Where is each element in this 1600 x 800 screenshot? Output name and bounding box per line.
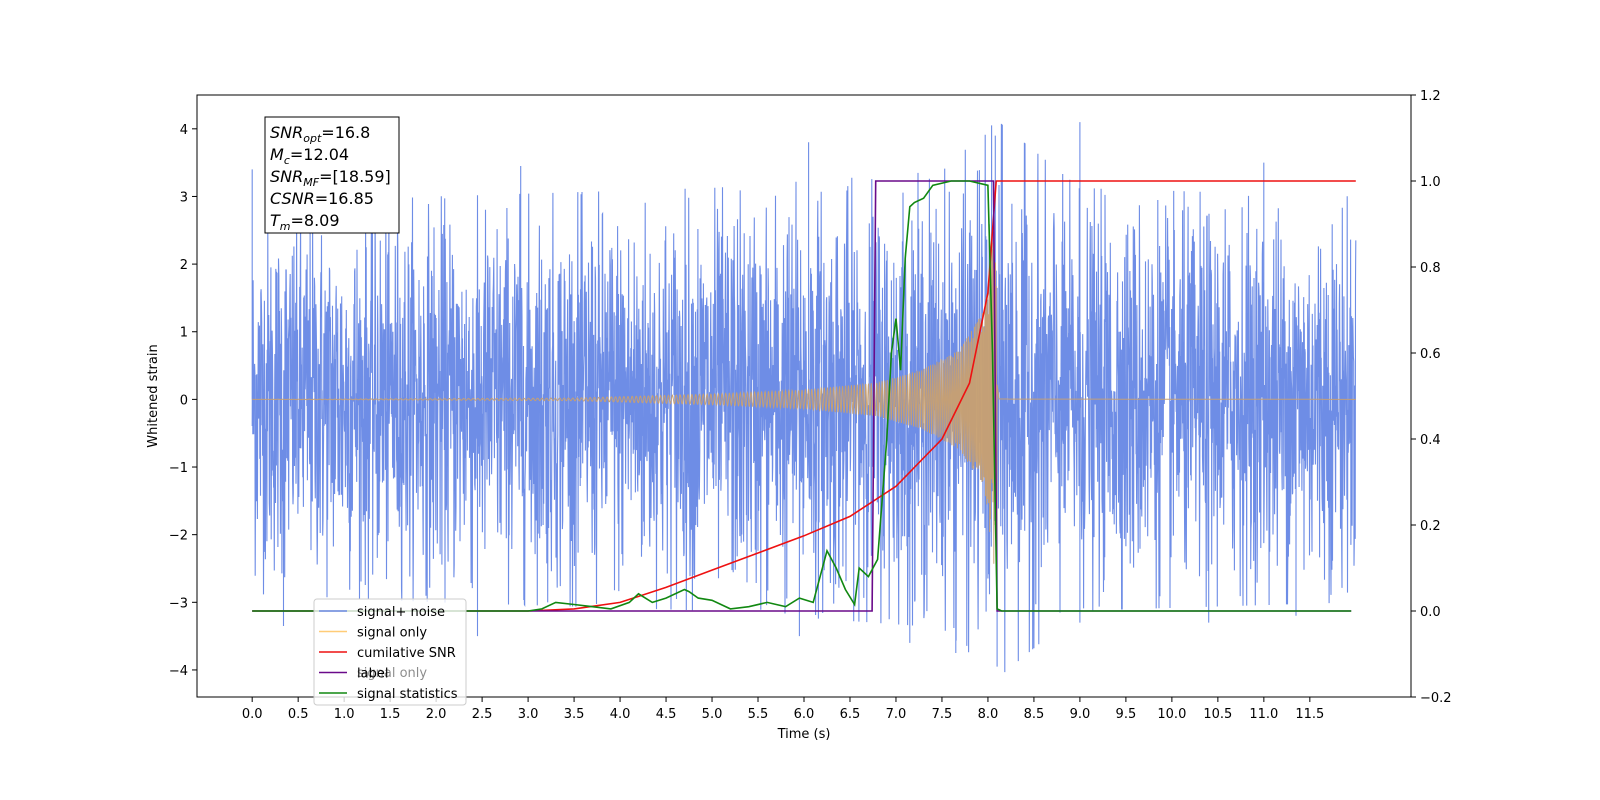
x-tick-label: 2.5 — [472, 707, 493, 722]
y-tick-label: 1 — [180, 326, 188, 341]
annotation-line: CSNR=16.85 — [270, 189, 374, 208]
annotation-line: Mc=12.04 — [270, 145, 349, 167]
x-tick-label: 4.0 — [610, 707, 631, 722]
x-tick-label: 5.0 — [702, 707, 723, 722]
x-tick-label: 6.5 — [840, 707, 861, 722]
y-tick-label: −4 — [169, 664, 188, 679]
series-line-signal-noise — [251, 122, 1357, 673]
y-tick-label: −1 — [169, 461, 188, 476]
legend: signal only signal+ noise signal only cumil… — [313, 598, 467, 706]
legend-label: signal only — [357, 626, 427, 641]
annotation-line: SNRMF=[18.59] — [270, 167, 391, 189]
y-tick-label: 3 — [180, 190, 188, 205]
x-tick-label: 3.0 — [518, 707, 539, 722]
y-tick-label: 0 — [180, 393, 188, 408]
y-tick-label: −2 — [169, 529, 188, 544]
y-tick-label: −3 — [169, 596, 188, 611]
x-tick-label: 10.5 — [1203, 707, 1232, 722]
x-tick-label: 1.0 — [334, 707, 355, 722]
x-tick-label: 9.5 — [1116, 707, 1137, 722]
x-tick-label: 10.0 — [1157, 707, 1186, 722]
series-line-label — [252, 180, 1352, 612]
legend-frame — [313, 598, 467, 706]
x-tick-label: 3.5 — [564, 707, 585, 722]
legend-overlap-text: signal only — [357, 666, 427, 681]
y2-tick-label: 0.0 — [1420, 605, 1441, 620]
axes: 0.0 0.5 1.0 1.5 2.0 2.5 3.0 3.5 4.0 4.5 5.0 5.5 6.0 6… — [169, 89, 1452, 722]
legend-label: signal statistics — [357, 687, 458, 702]
legend-label: label — [357, 667, 388, 682]
series-line-signal-statistics — [252, 180, 1352, 612]
x-tick-label: 11.5 — [1295, 707, 1324, 722]
y2-tick-label: 0.6 — [1420, 347, 1441, 362]
y2-tick-label: 0.2 — [1420, 519, 1441, 534]
y2-tick-label: 1.2 — [1420, 89, 1441, 104]
y-axis-label: Whitened strain — [146, 344, 161, 447]
y2-tick-label: 0.8 — [1420, 261, 1441, 276]
annotation-box: SNRopt=16.8Mc=12.04SNRMF=[18.59]CSNR=16.… — [264, 116, 400, 234]
x-axis-label: Time (s) — [777, 727, 831, 742]
x-tick-label: 0.0 — [242, 707, 263, 722]
legend-label: signal+ noise — [357, 605, 445, 620]
y2-tick-label: 1.0 — [1420, 175, 1441, 190]
x-tick-label: 11.0 — [1249, 707, 1278, 722]
x-tick-label: 6.0 — [794, 707, 815, 722]
x-tick-label: 9.0 — [1070, 707, 1091, 722]
x-tick-label: 1.5 — [380, 707, 401, 722]
plot-area — [251, 122, 1357, 673]
x-tick-label: 8.0 — [978, 707, 999, 722]
y-tick-label: 2 — [180, 258, 188, 273]
y2-tick-label: −0.2 — [1420, 691, 1452, 706]
x-tick-label: 5.5 — [748, 707, 769, 722]
annotation-line: SNRopt=16.8 — [270, 123, 370, 145]
x-tick-label: 2.0 — [426, 707, 447, 722]
series-line-signal-only — [252, 242, 1356, 579]
annotation-line: Tm=8.09 — [270, 211, 340, 233]
legend-label: cumilative SNR — [357, 646, 456, 661]
x-tick-label: 7.5 — [932, 707, 953, 722]
x-tick-label: 4.5 — [656, 707, 677, 722]
annotation-frame — [264, 116, 400, 234]
x-tick-label: 7.0 — [886, 707, 907, 722]
y2-tick-label: 0.4 — [1420, 433, 1441, 448]
x-tick-label: 0.5 — [288, 707, 309, 722]
x-tick-label: 8.5 — [1024, 707, 1045, 722]
y-tick-label: 4 — [180, 123, 188, 138]
